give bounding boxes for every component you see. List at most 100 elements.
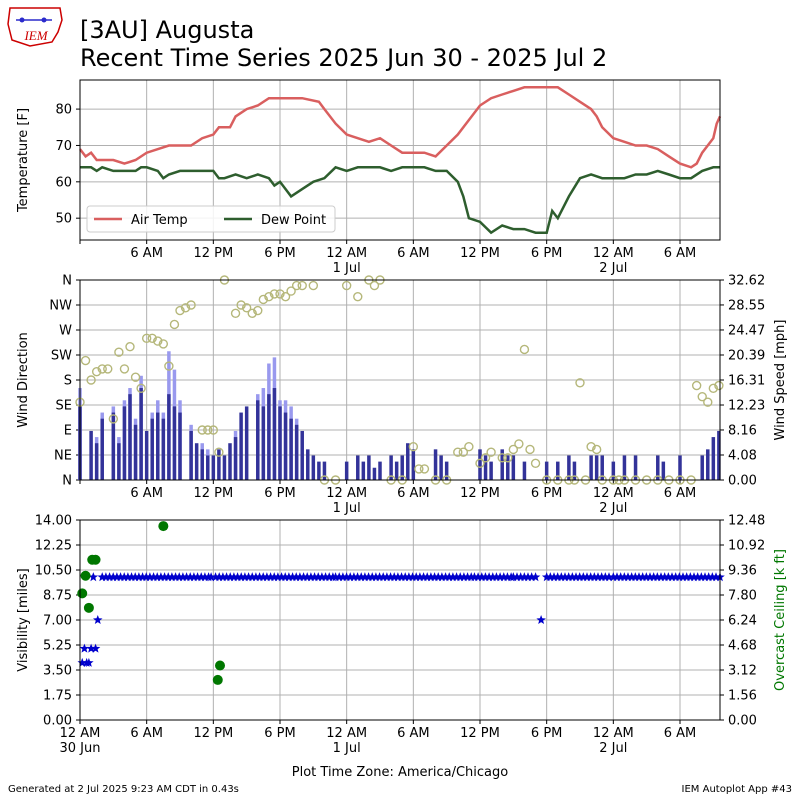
speed-bar <box>483 455 488 480</box>
x-tick-date: 1 Jul <box>333 261 361 276</box>
visibility-point <box>407 572 418 582</box>
direction-point <box>169 319 180 330</box>
x-tick-date: 2 Jul <box>599 261 627 276</box>
visibility-point <box>126 572 137 582</box>
visibility-point <box>637 572 648 582</box>
visibility-point <box>707 572 718 582</box>
direction-point <box>708 383 719 394</box>
visibility-point <box>221 572 232 582</box>
direction-point <box>203 425 213 435</box>
x-tick-date: 2 Jul <box>599 741 627 756</box>
speed-bar <box>217 449 221 480</box>
visibility-point <box>101 572 111 582</box>
y-tick-label: 70 <box>55 139 72 154</box>
x-tick-label: 6 PM <box>264 246 295 261</box>
visibility-point <box>473 572 483 582</box>
visibility-point <box>418 572 429 582</box>
visibility-point <box>656 572 666 582</box>
speed-bar <box>444 461 449 480</box>
x-tick-label: 6 PM <box>531 486 562 501</box>
visibility-point <box>536 615 546 624</box>
ceiling-point <box>158 521 169 532</box>
speed-bar <box>622 455 627 480</box>
page-title: [3AU] Augusta <box>80 16 255 44</box>
y-tick-label: 12.25 <box>35 539 72 554</box>
speed-bar <box>206 455 210 480</box>
direction-point <box>697 391 707 402</box>
direction-point <box>703 397 713 407</box>
visibility-point <box>170 572 181 582</box>
y2-tick-label: 0.00 <box>728 474 757 489</box>
visibility-point <box>663 572 674 582</box>
speed-bar <box>133 424 138 480</box>
x-tick-label: 12 AM <box>593 726 634 741</box>
visibility-point <box>79 643 90 653</box>
speed-bar <box>200 449 204 480</box>
speed-bar <box>178 412 182 480</box>
visibility-point <box>385 572 396 582</box>
x-tick-label: 12 AM <box>60 726 101 741</box>
visibility-point <box>240 572 250 582</box>
direction-point <box>291 280 302 291</box>
visibility-point <box>411 572 421 582</box>
y2-tick-label: 28.55 <box>728 298 765 313</box>
direction-point <box>497 453 507 463</box>
visibility-point <box>130 572 140 582</box>
y2-tick-label: 6.24 <box>728 614 757 629</box>
visibility-point <box>159 572 170 582</box>
visibility-point <box>648 572 659 582</box>
speed-bar <box>678 455 682 480</box>
visibility-point <box>582 572 592 582</box>
visibility-point <box>593 572 603 582</box>
direction-point <box>458 447 469 457</box>
visibility-point <box>659 572 670 582</box>
visibility-point <box>112 572 122 582</box>
speed-bar <box>233 437 238 480</box>
visibility-point <box>545 572 556 582</box>
x-tick-date: 2 Jul <box>599 501 627 516</box>
speed-bar <box>361 461 366 480</box>
visibility-point <box>298 572 309 582</box>
y2-tick-label: 4.08 <box>728 448 757 463</box>
x-tick-label: 12 AM <box>326 726 367 741</box>
x-tick-label: 6 PM <box>264 726 295 741</box>
legend-label: Air Temp <box>131 213 188 228</box>
direction-point <box>453 447 463 457</box>
visibility-point <box>313 572 323 582</box>
y-tick-label: 5.25 <box>43 639 72 654</box>
visibility-point <box>93 615 103 624</box>
visibility-point <box>181 572 192 582</box>
direction-point <box>475 458 485 469</box>
plot-frame <box>79 279 721 481</box>
speed-bar <box>156 412 160 480</box>
x-tick-label: 12 AM <box>326 486 367 501</box>
speed-bar <box>228 443 232 480</box>
x-tick-label: 6 AM <box>130 726 163 741</box>
direction-point <box>691 380 702 391</box>
direction-point <box>258 294 269 305</box>
visibility-point <box>363 572 374 582</box>
direction-point <box>175 305 185 316</box>
visibility-point <box>174 572 184 582</box>
y-axis-label: Temperature [F] <box>16 108 31 213</box>
visibility-point <box>367 572 377 582</box>
visibility-point <box>674 572 685 582</box>
direction-point <box>280 291 291 302</box>
x-tick-label: 6 AM <box>397 486 430 501</box>
speed-bar <box>656 455 660 480</box>
ceiling-point <box>77 588 88 599</box>
visibility-point <box>280 572 290 582</box>
visibility-point <box>596 572 607 582</box>
visibility-point <box>262 572 272 582</box>
direction-point <box>308 280 319 291</box>
visibility-point <box>349 572 359 582</box>
visibility-point <box>433 572 443 582</box>
visibility-point <box>578 572 589 582</box>
speed-bar <box>244 406 249 480</box>
speed-bar <box>128 394 132 480</box>
visibility-point <box>604 572 614 582</box>
x-tick-label: 6 AM <box>130 486 163 501</box>
y-tick-label: SE <box>56 399 72 414</box>
direction-point <box>508 444 519 455</box>
y-tick-label: 0.00 <box>43 714 72 729</box>
